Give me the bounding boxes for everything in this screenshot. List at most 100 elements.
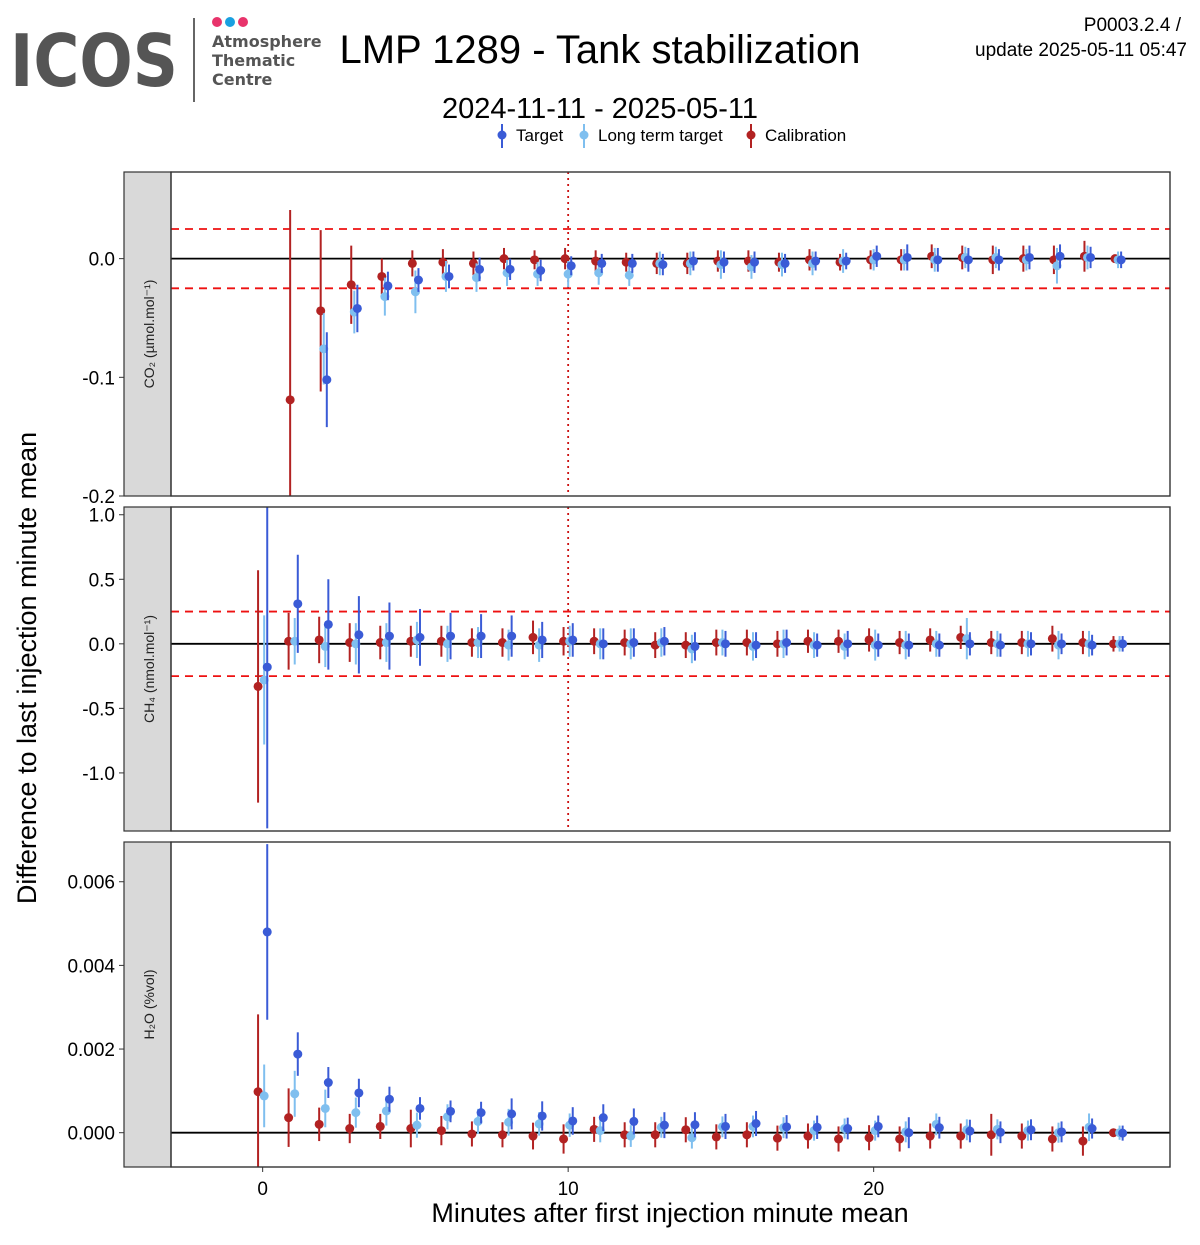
data-point [1087,640,1097,650]
y-tick-label: -0.1 [82,368,115,389]
data-point [782,638,792,648]
facet-strip [123,171,172,497]
data-point [720,639,730,649]
y-tick-label: 0.0 [89,250,115,271]
data-point [934,1123,944,1133]
panel: CO₂ (µmol.mol⁻¹) 0.0 -0.1 -0.2 [82,171,1171,508]
y-tick-label: -1.0 [82,764,115,785]
data-point [415,1103,425,1113]
data-point [711,1132,721,1142]
data-point [873,640,883,650]
data-point [412,1120,422,1130]
data-point [965,1126,975,1136]
logo-dot [212,17,222,27]
series-calibration [253,570,1118,803]
data-point [528,1131,538,1141]
panel-plot-area [171,172,1170,496]
data-point [1026,639,1036,649]
series-target [262,844,1128,1149]
data-point [904,1128,914,1138]
data-point [650,1130,660,1140]
logo-line-2: Thematic [212,51,295,70]
legend-label: Calibration [765,126,846,145]
legend-key-point [746,130,756,140]
data-point [629,1116,639,1126]
data-point [812,1122,822,1132]
data-point [290,1089,300,1099]
data-point [536,266,546,276]
y-tick-label: 0.002 [67,1040,115,1061]
data-point [1047,634,1057,644]
data-point [537,1111,547,1121]
x-tick-label: 20 [863,1179,884,1200]
data-point [933,255,943,265]
data-point [262,927,272,937]
data-point [293,1049,303,1059]
data-point [560,254,570,264]
data-point [1087,1124,1097,1134]
data-point [995,1127,1005,1137]
y-tick-label: 0.0 [89,635,115,656]
series-long-term-target [319,245,1123,385]
legend-item: Calibration [746,124,846,148]
data-point [320,1103,330,1113]
data-point [624,270,634,280]
data-point [446,631,456,641]
data-point [568,635,578,645]
x-axis-title: Minutes after first injection minute mea… [431,1198,908,1228]
data-point [528,632,538,642]
update-timestamp: update 2025-05-11 05:47 [975,40,1187,61]
data-point [1047,1134,1057,1144]
facet-strip-label: CH₄ (nmol.mol⁻¹) [141,615,157,723]
data-point [354,630,364,640]
data-point [629,638,639,648]
data-point [598,639,608,649]
data-point [566,261,576,271]
data-point [476,1108,486,1118]
data-point [1078,1136,1088,1146]
data-point [314,635,324,645]
logo-dot [225,17,235,27]
panel: H₂O (%vol) 0.006 0.004 0.002 0.000 [67,841,1171,1168]
logo-wordmark: ICOS [10,19,178,103]
data-point [934,640,944,650]
data-point [782,1122,792,1132]
data-point [507,1109,517,1119]
data-point [413,275,423,285]
data-point [864,635,874,645]
data-point [627,258,637,268]
facet-strip [123,841,172,1168]
data-point [530,255,540,265]
data-point [1024,252,1034,262]
data-point [872,251,882,261]
series-calibration [285,209,1120,496]
panel-plot-area [171,844,1170,1167]
data-point [994,255,1004,265]
data-point [375,1121,385,1131]
data-point [659,636,669,646]
data-point [351,1108,361,1118]
data-point [259,1091,269,1101]
data-point [354,1088,364,1098]
data-point [841,256,851,266]
data-point [598,1113,608,1123]
data-point [720,1121,730,1131]
data-point [895,1134,905,1144]
data-point [384,631,394,641]
data-point [1086,252,1096,262]
data-point [383,281,393,291]
data-point [690,641,700,651]
series-calibration [253,1014,1118,1167]
data-point [843,639,853,649]
data-point [507,631,517,641]
data-point [750,257,760,267]
y-tick-label: -0.2 [82,487,115,508]
series-target [262,507,1128,829]
logo-line-3: Centre [212,70,273,89]
data-point [956,1131,966,1141]
data-point [345,1124,355,1134]
x-tick-label: 10 [558,1179,579,1200]
y-tick-label: 0.000 [67,1124,115,1145]
